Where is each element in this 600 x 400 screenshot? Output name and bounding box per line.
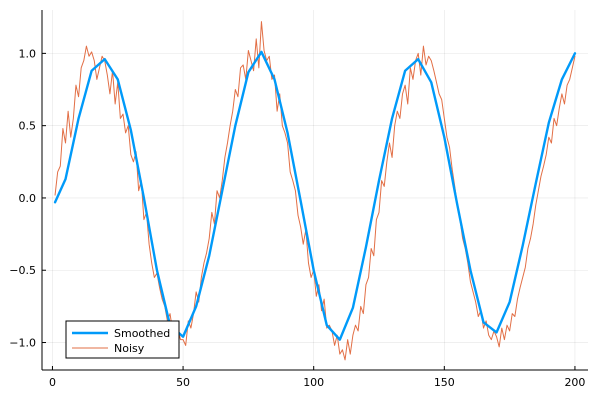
x-tick-label: 50 [176, 376, 190, 389]
legend-label-smoothed: Smoothed [114, 327, 170, 340]
legend-label-noisy: Noisy [114, 342, 145, 355]
series-line-smoothed [53, 50, 577, 341]
y-tick-label: −0.5 [9, 264, 36, 277]
x-tick-label: 100 [303, 376, 324, 389]
axes: 0 50 100 150 200 −1.0 −0.5 0.0 0.5 1.0 [9, 10, 588, 389]
legend-box [65, 320, 180, 359]
y-tick-label: 0.5 [19, 120, 37, 133]
series-lines [53, 21, 577, 361]
legend: Smoothed Noisy [65, 320, 180, 359]
y-tick-label: −1.0 [9, 337, 36, 350]
x-tick-label: 150 [434, 376, 455, 389]
x-tick-label: 0 [49, 376, 56, 389]
y-tick-label: 0.0 [19, 192, 37, 205]
grid [42, 10, 588, 370]
y-tick-label: 1.0 [19, 47, 37, 60]
x-tick-label: 200 [564, 376, 585, 389]
